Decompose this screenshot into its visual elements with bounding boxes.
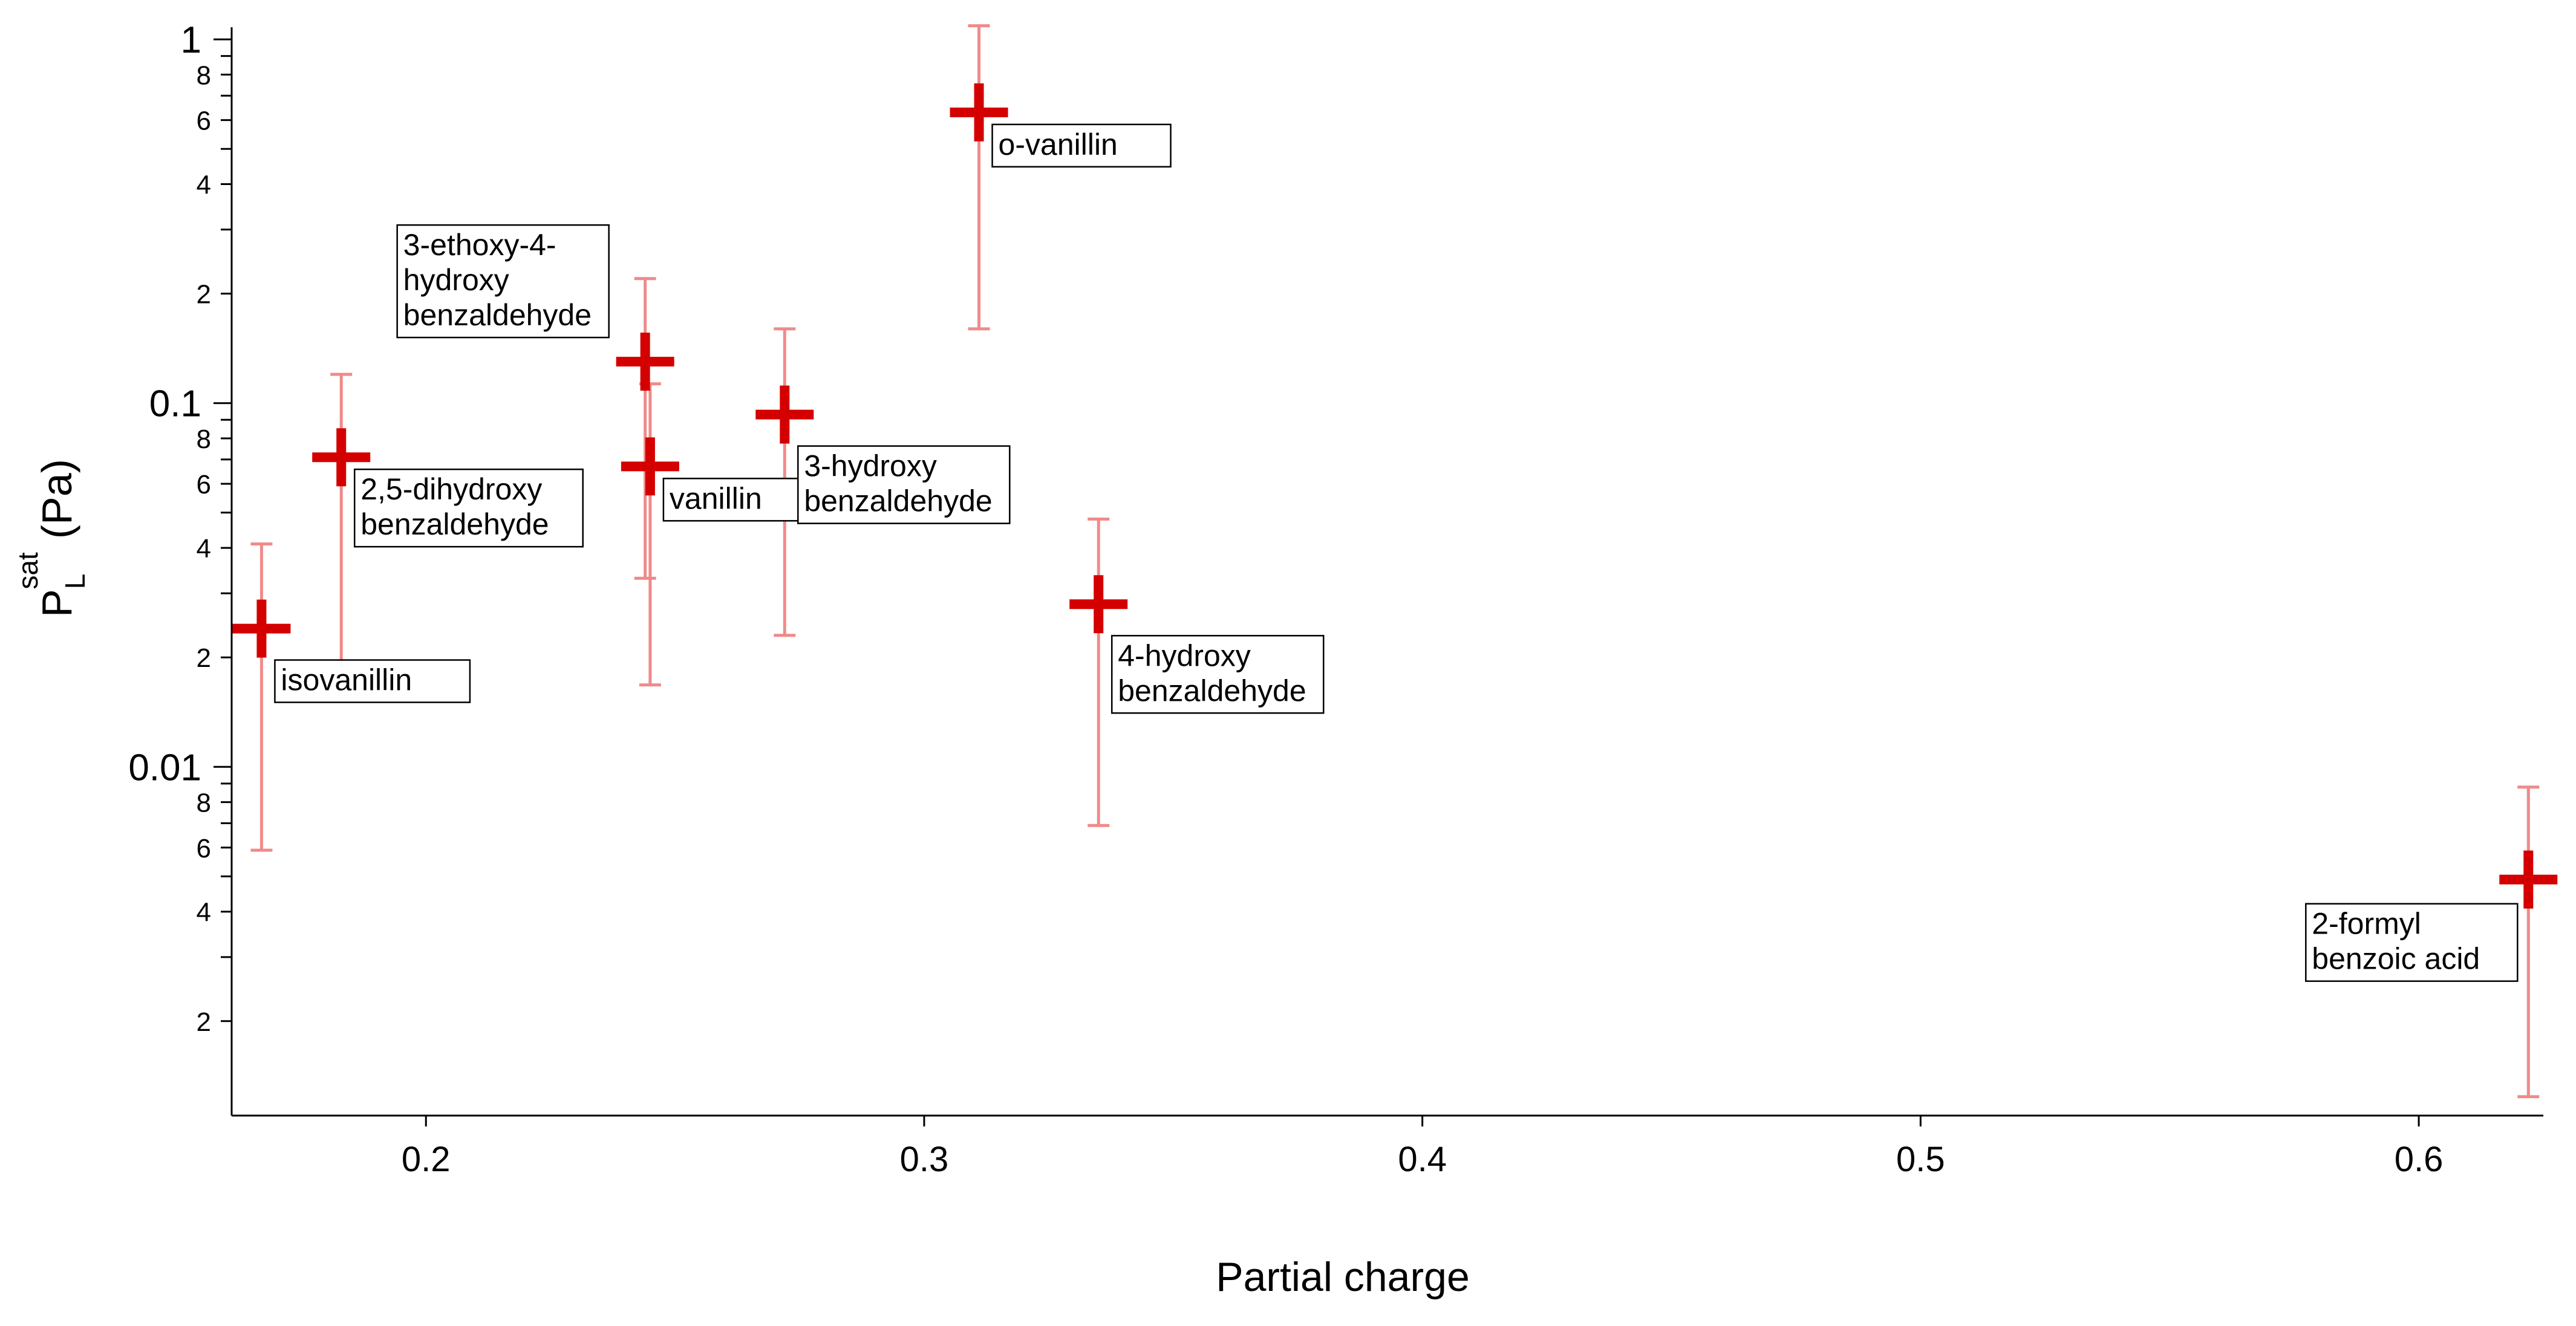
y-minor-tick-label: 6 xyxy=(197,106,211,136)
point-label-box xyxy=(353,468,584,548)
y-minor-tick-label: 4 xyxy=(197,171,211,200)
point-label-text: benzoic acid xyxy=(2312,942,2480,976)
y-axis-title: PLsat (Pa) xyxy=(12,459,91,617)
x-tick-label: 0.2 xyxy=(402,1140,451,1179)
y-axis-title-sup: sat xyxy=(12,552,44,590)
point-labels: isovanillin2,5-dihydroxybenzaldehyde3-et… xyxy=(274,123,2519,982)
y-axis-title-main: P xyxy=(33,589,80,617)
svg-text:PLsat(Pa): PLsat (Pa) xyxy=(12,459,91,617)
y-minor-tick-label: 2 xyxy=(197,1007,211,1037)
y-minor-tick-label: 8 xyxy=(197,424,211,454)
y-major-tick-label: 1 xyxy=(181,19,201,61)
y-axis-ticks: 0.01 0.1 1 2 4 6 8 2 4 6 8 2 4 6 8 xyxy=(128,19,232,1037)
error-bars xyxy=(250,24,2540,1099)
x-tick-label: 0.3 xyxy=(900,1140,949,1179)
point-label-text: 4-hydroxy xyxy=(1118,639,1251,672)
point-label-text: 3-ethoxy-4- xyxy=(403,228,556,262)
point-label-box xyxy=(2305,903,2519,982)
point-label-text: isovanillin xyxy=(281,663,412,697)
y-axis-title-unit: (Pa) xyxy=(33,459,80,539)
point-label-text: benzaldehyde xyxy=(360,507,549,541)
y-minor-tick-label: 2 xyxy=(197,643,211,673)
y-minor-tick-label: 4 xyxy=(197,534,211,564)
point-label: vanillin xyxy=(662,478,810,522)
x-tick-label: 0.6 xyxy=(2395,1140,2444,1179)
point-label-text: 2-formyl xyxy=(2312,907,2421,941)
y-major-tick-label: 0.01 xyxy=(128,747,201,788)
data-markers xyxy=(232,83,2558,909)
point-label-box xyxy=(274,659,471,703)
point-label-text: o-vanillin xyxy=(999,128,1118,161)
y-axis-title-sub: L xyxy=(59,574,91,590)
y-minor-tick-label: 2 xyxy=(197,280,211,310)
y-minor-tick-label: 8 xyxy=(197,60,211,90)
y-minor-tick-label: 4 xyxy=(197,898,211,928)
point-label: isovanillin xyxy=(274,659,471,703)
point-label-box xyxy=(1111,635,1325,714)
x-axis-title: Partial charge xyxy=(1216,1254,1470,1300)
point-label-text: 3-hydroxy xyxy=(804,449,937,483)
point-label-text: 2,5-dihydroxy xyxy=(360,472,542,506)
point-label-box xyxy=(396,224,610,339)
point-label-text: benzaldehyde xyxy=(1118,674,1306,707)
point-label: o-vanillin xyxy=(991,123,1172,168)
point-label-text: benzaldehyde xyxy=(403,298,592,332)
x-axis-ticks: 0.2 0.3 0.4 0.5 0.6 xyxy=(402,1116,2443,1179)
y-minor-tick-label: 6 xyxy=(197,470,211,499)
y-minor-tick-label: 8 xyxy=(197,788,211,818)
axes xyxy=(230,27,2543,1117)
point-label-text: benzaldehyde xyxy=(804,484,992,518)
y-minor-tick-label: 6 xyxy=(197,834,211,863)
point-label-box xyxy=(797,445,1011,524)
point-label-box xyxy=(991,123,1172,168)
point-label-text: vanillin xyxy=(670,481,762,515)
point-label-box xyxy=(662,478,810,522)
x-tick-label: 0.4 xyxy=(1398,1140,1447,1179)
y-major-tick-label: 0.1 xyxy=(149,383,201,425)
x-tick-label: 0.5 xyxy=(1896,1140,1945,1179)
point-label-text: hydroxy xyxy=(403,263,509,297)
